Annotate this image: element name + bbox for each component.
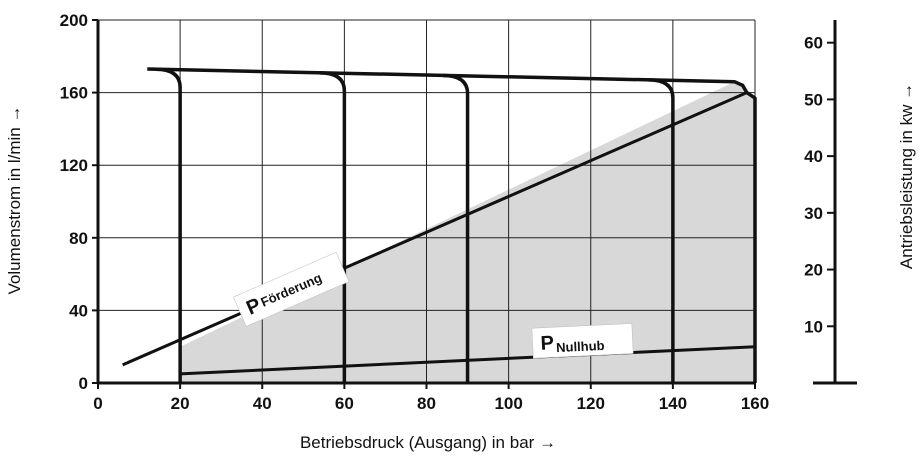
p-foerderung-line — [122, 91, 748, 367]
x-tick-label: 80 — [417, 394, 436, 413]
y-tick-label: 40 — [69, 301, 88, 320]
power-series — [122, 91, 756, 376]
x-tick-label: 20 — [171, 394, 190, 413]
x-tick-label: 40 — [253, 394, 272, 413]
series-label-box — [233, 251, 350, 327]
x-tick-label: 100 — [494, 394, 522, 413]
secondary-y-axis: 10 20 30 40 50 60 — [804, 20, 857, 385]
y-tick-label: 0 — [79, 374, 88, 393]
x-tick-label: 120 — [577, 394, 605, 413]
flow-envelope-line — [147, 67, 757, 383]
x-tick-label: 140 — [659, 394, 687, 413]
max-flow-line — [147, 67, 757, 383]
y2-tick-label: 60 — [804, 34, 823, 53]
x-tick-label: 160 — [741, 394, 769, 413]
x-tick-label: 0 — [93, 394, 102, 413]
y2-tick-label: 40 — [804, 147, 823, 166]
series-label-subscript: Nullhub — [556, 338, 605, 355]
y-tick-label: 160 — [60, 84, 88, 103]
y2-tick-label: 10 — [804, 317, 823, 336]
y2-tick-label: 50 — [804, 90, 823, 109]
p-nullhub-label: PNullhub — [531, 323, 634, 359]
x-axis-title: Betriebsdruck (Ausgang) in bar → — [300, 433, 556, 452]
y2-tick-label: 30 — [804, 204, 823, 223]
pressure-cutoff-curve — [155, 67, 182, 383]
tick-labels: 0 20 40 60 80 100 120 140 160 0 40 80 120 160 200 — [60, 11, 770, 413]
p-nullhub-line — [180, 345, 756, 376]
y-axis-title: Volumenstrom in l/min → — [5, 106, 24, 295]
y2-axis-title: Antriebsleistung in kw → — [897, 83, 916, 269]
y-tick-label: 120 — [60, 156, 88, 175]
series-label-box — [531, 323, 634, 359]
x-tick-label: 60 — [335, 394, 354, 413]
y2-tick-label: 20 — [804, 261, 823, 280]
y-tick-label: 80 — [69, 229, 88, 248]
y-tick-label: 200 — [60, 11, 88, 30]
